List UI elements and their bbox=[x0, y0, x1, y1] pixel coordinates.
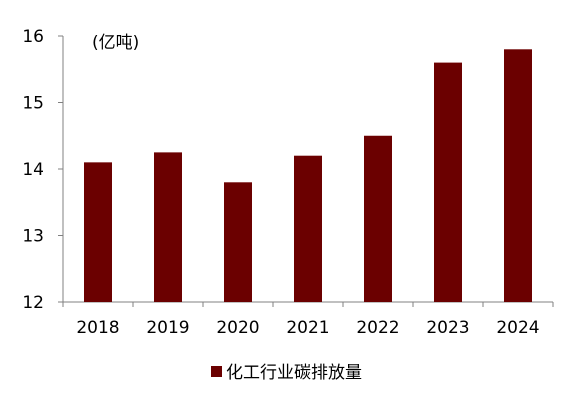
y-tick-label: 13 bbox=[22, 227, 44, 247]
bar-2023 bbox=[434, 62, 462, 302]
y-tick-label: 15 bbox=[22, 94, 44, 114]
legend: 化工行业碳排放量 bbox=[211, 363, 362, 383]
x-tick-labels: 2018 2019 2020 2021 2022 2023 2024 bbox=[76, 318, 539, 338]
x-tick-label: 2024 bbox=[496, 318, 539, 338]
bars bbox=[84, 49, 532, 302]
x-tick-label: 2018 bbox=[76, 318, 119, 338]
bar-2019 bbox=[154, 152, 182, 302]
y-tick-labels: 12 13 14 15 16 bbox=[22, 27, 63, 313]
y-tick-label: 12 bbox=[22, 293, 44, 313]
x-tick-label: 2021 bbox=[286, 318, 329, 338]
legend-label: 化工行业碳排放量 bbox=[226, 363, 362, 383]
x-tick-label: 2020 bbox=[216, 318, 259, 338]
y-axis-unit-label: (亿吨) bbox=[92, 33, 139, 53]
x-tick-label: 2022 bbox=[356, 318, 399, 338]
bar-2018 bbox=[84, 162, 112, 302]
bar-2022 bbox=[364, 135, 392, 302]
bar-2021 bbox=[294, 155, 322, 302]
legend-swatch bbox=[211, 366, 222, 377]
y-tick-label: 16 bbox=[22, 27, 44, 47]
x-tick-label: 2019 bbox=[146, 318, 189, 338]
x-tick-label: 2023 bbox=[426, 318, 469, 338]
bar-2024 bbox=[504, 49, 532, 302]
y-tick-label: 14 bbox=[22, 160, 44, 180]
bar-2020 bbox=[224, 182, 252, 302]
